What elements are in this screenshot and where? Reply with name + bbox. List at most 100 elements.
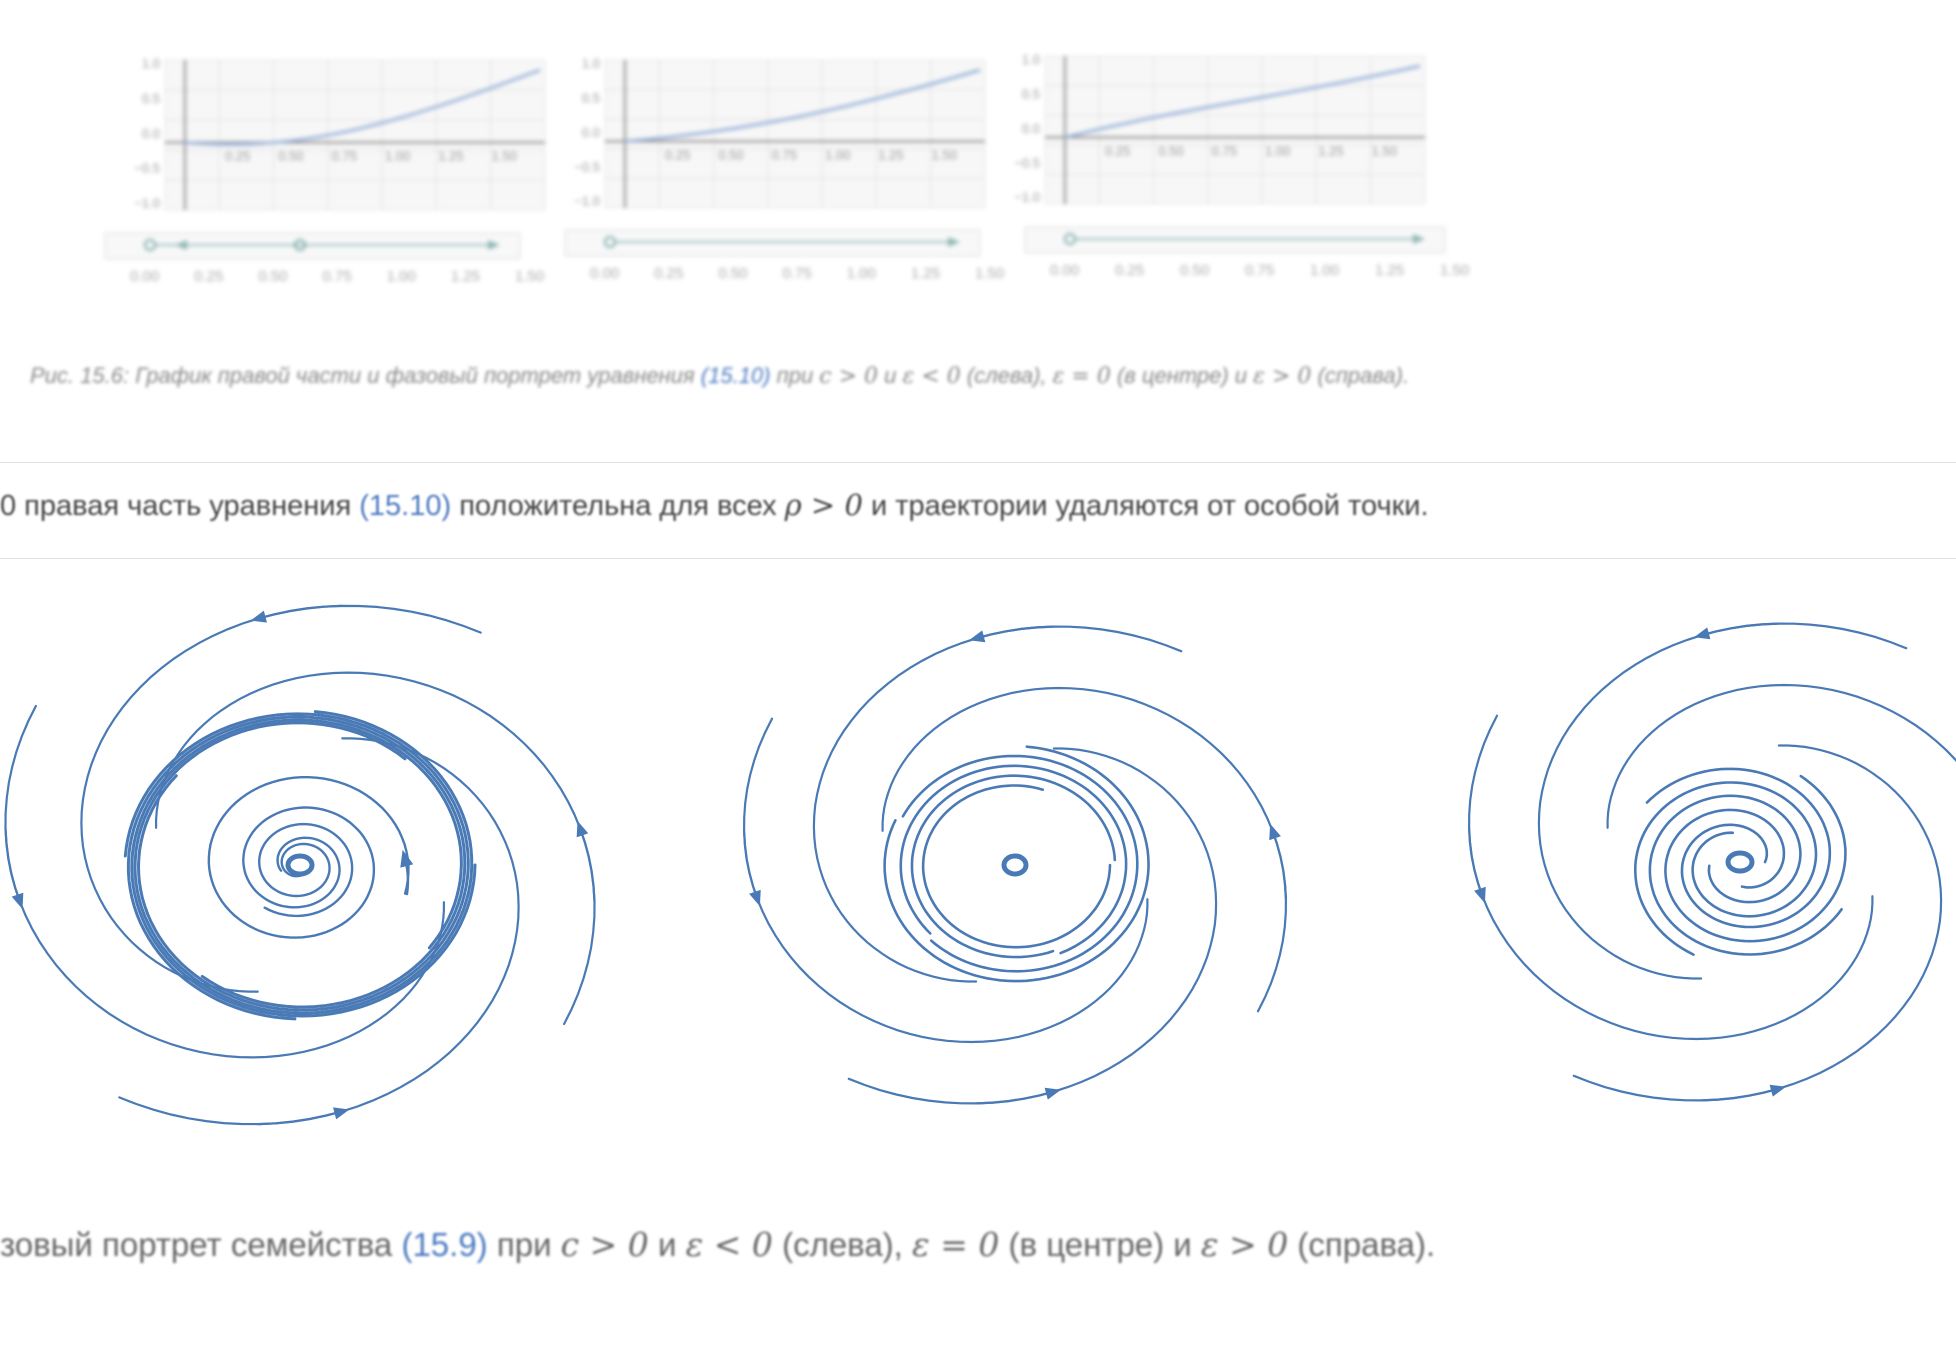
x-tick-label: 0.75 bbox=[772, 147, 797, 162]
function-plot: 1.0 0.5 0.0 −0.5 −1.0 0.25 0.50 0.75 1.00 1.25 1.5… bbox=[564, 56, 1004, 282]
function-plot: 1.0 0.5 0.0 −0.5 −1.0 0.25 0.50 0.75 1.00 1.25 1.5… bbox=[1014, 52, 1469, 279]
x-tick-label: 1.25 bbox=[1318, 143, 1343, 158]
equation-ref-link[interactable]: (15.10) bbox=[359, 490, 452, 522]
y-tick-label: 0.0 bbox=[1022, 121, 1040, 136]
math-inline: ε = 0 bbox=[912, 1225, 1000, 1264]
phase-arrow bbox=[175, 240, 187, 250]
trajectory bbox=[250, 604, 343, 623]
phase-tick-label: 1.00 bbox=[1310, 262, 1339, 279]
x-tick-label: 0.50 bbox=[1158, 143, 1183, 158]
x-tick-label: 0.25 bbox=[225, 149, 250, 164]
plot-background bbox=[164, 59, 546, 211]
phase-tick-label: 1.50 bbox=[975, 265, 1004, 282]
math-inline: ε < 0 bbox=[685, 1225, 773, 1264]
x-tick-label: 1.50 bbox=[1372, 143, 1397, 158]
phase-arrow bbox=[1413, 234, 1425, 244]
caption-text: при bbox=[487, 1226, 561, 1263]
y-tick-label: 0.5 bbox=[1022, 86, 1040, 101]
equation-ref-link[interactable]: (15.10) bbox=[700, 363, 771, 388]
caption-text: и bbox=[648, 1226, 686, 1263]
trajectory bbox=[1664, 774, 1847, 943]
y-tick-label: 0.0 bbox=[142, 126, 160, 141]
trajectory bbox=[975, 1087, 1062, 1105]
trajectory bbox=[899, 764, 1128, 955]
math-inline: ε < 0 bbox=[902, 364, 961, 389]
phase-tick-label: 1.50 bbox=[515, 268, 544, 285]
caption-text: (в центре) и bbox=[999, 1226, 1201, 1263]
x-tick-label: 0.75 bbox=[332, 149, 357, 164]
phase-tick-label: 0.00 bbox=[130, 268, 159, 285]
top-plots-svg: 1.0 0.5 0.0 −0.5 −1.0 0.25 0.50 0.75 1.00 1.25 1.5… bbox=[104, 52, 1469, 285]
x-tick-label: 1.50 bbox=[492, 149, 517, 164]
equilibrium-point bbox=[1064, 233, 1076, 245]
caption-text: (слева), bbox=[772, 1226, 913, 1263]
phase-portraits-svg bbox=[4, 604, 1956, 1126]
y-tick-label: 0.0 bbox=[582, 125, 600, 140]
trajectory bbox=[1606, 683, 1956, 829]
trajectory bbox=[126, 715, 467, 1021]
trajectory bbox=[1645, 767, 1832, 929]
x-tick-label: 0.75 bbox=[1212, 143, 1237, 158]
trajectory bbox=[1693, 622, 1780, 640]
trajectory bbox=[118, 737, 520, 1126]
phase-tick-label: 0.75 bbox=[323, 268, 352, 285]
trajectory bbox=[1537, 622, 1908, 980]
phase-tick-label: 0.25 bbox=[654, 265, 683, 282]
caption-text: и bbox=[878, 363, 903, 388]
figure-bottom-caption: зовый портрет семейства (15.9) при c > 0… bbox=[0, 1225, 1956, 1264]
x-tick-label: 0.50 bbox=[718, 147, 743, 162]
x-tick-label: 1.50 bbox=[932, 147, 957, 162]
caption-text: (справа). bbox=[1311, 363, 1410, 388]
trajectory bbox=[4, 827, 24, 910]
trajectory bbox=[910, 774, 1117, 959]
paragraph-text: и траектории удаляются от особой точки. bbox=[862, 490, 1429, 522]
phase-tick-label: 1.25 bbox=[911, 265, 940, 282]
x-tick-label: 1.25 bbox=[878, 147, 903, 162]
equation-ref-link[interactable]: (15.9) bbox=[401, 1226, 488, 1263]
caption-text: (в центре) и bbox=[1110, 363, 1254, 388]
phase-tick-label: 1.00 bbox=[847, 265, 876, 282]
y-tick-label: 1.0 bbox=[142, 56, 160, 71]
x-tick-label: 0.50 bbox=[278, 149, 303, 164]
divider-top bbox=[0, 462, 1956, 463]
plot-background bbox=[1044, 55, 1426, 205]
y-tick-label: 0.5 bbox=[142, 91, 160, 106]
equilibrium-point bbox=[1725, 850, 1755, 874]
phase-tick-label: 0.50 bbox=[1180, 262, 1209, 279]
phase-tick-label: 1.50 bbox=[1440, 262, 1469, 279]
trajectory bbox=[883, 745, 1150, 983]
y-tick-label: 1.0 bbox=[1022, 52, 1040, 67]
trajectory bbox=[400, 849, 414, 896]
math-inline: ε > 0 bbox=[1253, 364, 1312, 389]
y-tick-label: −0.5 bbox=[134, 161, 160, 176]
caption-text: (слева), bbox=[960, 363, 1053, 388]
plot-background bbox=[604, 59, 986, 209]
trajectory bbox=[123, 712, 470, 1012]
trajectory bbox=[1572, 744, 1943, 1102]
function-curve bbox=[184, 68, 541, 146]
phase-tick-label: 0.00 bbox=[1050, 262, 1079, 279]
trajectory bbox=[576, 820, 596, 903]
y-tick-label: −1.0 bbox=[574, 194, 600, 209]
phase-tick-label: 0.75 bbox=[783, 265, 812, 282]
phase-portrait bbox=[1467, 622, 1956, 1102]
trajectory bbox=[133, 710, 474, 1015]
phase-tick-label: 0.25 bbox=[194, 268, 223, 285]
y-tick-label: −0.5 bbox=[1014, 155, 1040, 170]
x-tick-label: 1.25 bbox=[438, 149, 463, 164]
equilibrium-point bbox=[285, 853, 315, 877]
body-paragraph: 0 правая часть уравнения (15.10) положит… bbox=[0, 488, 1956, 523]
equilibrium-point bbox=[604, 236, 616, 248]
phase-tick-label: 0.00 bbox=[590, 265, 619, 282]
trajectory bbox=[257, 1107, 350, 1126]
math-inline: ε = 0 bbox=[1052, 364, 1111, 389]
y-tick-label: 0.5 bbox=[582, 90, 600, 105]
function-curve bbox=[624, 68, 981, 143]
trajectory bbox=[80, 604, 482, 993]
figure-15-6-caption: Рис. 15.6: График правой части и фазовый… bbox=[30, 360, 1910, 393]
y-tick-label: −0.5 bbox=[574, 159, 600, 174]
phase-tick-label: 1.25 bbox=[451, 268, 480, 285]
phase-arrow bbox=[488, 240, 500, 250]
x-tick-label: 1.00 bbox=[825, 147, 850, 162]
trajectory bbox=[1700, 1084, 1787, 1102]
